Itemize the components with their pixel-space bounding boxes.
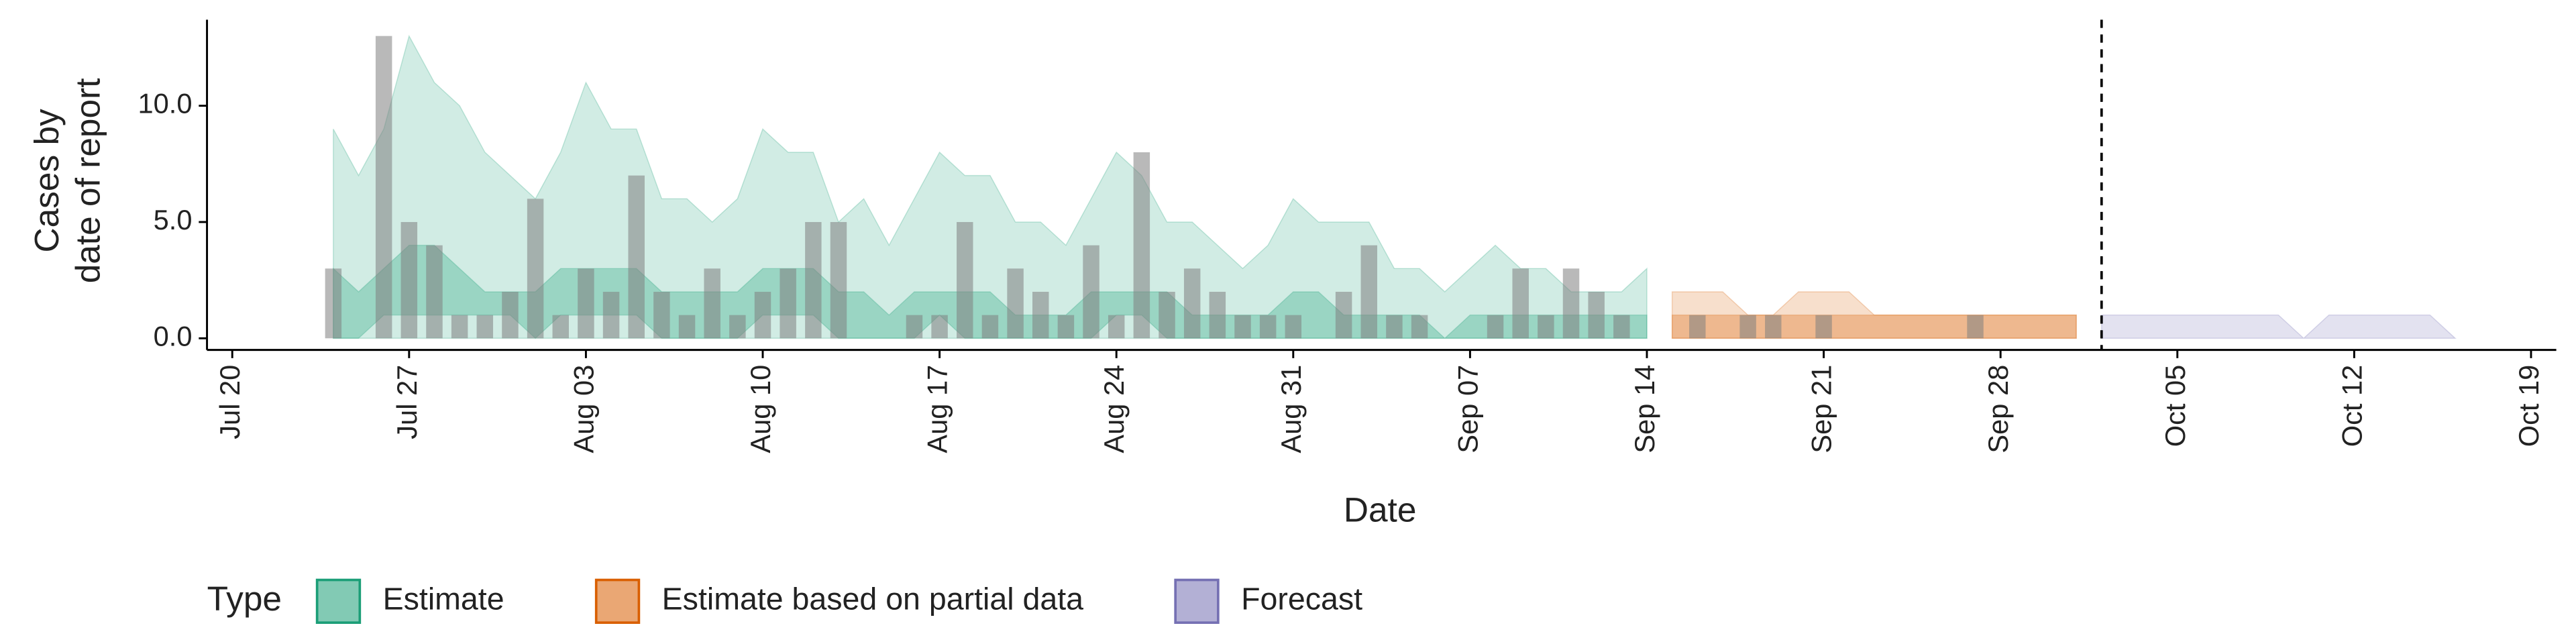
bar [1562, 268, 1580, 339]
x-tick-label: Aug 10 [745, 365, 776, 453]
y-tick-label: 10.0 [138, 88, 193, 119]
bar [1259, 315, 1277, 339]
y-axis-title: date of report [68, 78, 107, 283]
bar [805, 221, 822, 339]
bar [1689, 315, 1706, 339]
bar [502, 291, 519, 339]
bar [1032, 291, 1049, 339]
bar [1159, 291, 1175, 339]
bar [931, 315, 948, 339]
x-tick-label: Jul 20 [214, 365, 246, 439]
bar [1133, 152, 1150, 339]
bar [653, 291, 670, 339]
bar [628, 175, 645, 339]
x-tick-label: Aug 31 [1275, 365, 1307, 453]
bar [1335, 291, 1352, 339]
bar [1209, 291, 1226, 339]
bar [1386, 315, 1403, 339]
bar [1083, 245, 1099, 339]
bar [1007, 268, 1024, 339]
legend-label: Estimate [383, 582, 504, 616]
bar [1538, 315, 1554, 339]
y-tick-label: 0.0 [154, 320, 193, 352]
bar [578, 268, 594, 339]
x-tick-label: Sep 07 [1452, 365, 1483, 453]
bar [957, 221, 973, 339]
bar [1739, 315, 1756, 339]
bar [780, 268, 796, 339]
x-tick-label: Sep 14 [1629, 365, 1660, 453]
bar [830, 221, 847, 339]
bar [1487, 315, 1504, 339]
bar [1967, 315, 1984, 339]
bar [1108, 315, 1125, 339]
bar [1588, 291, 1605, 339]
bar [400, 221, 418, 339]
x-tick-label: Aug 17 [922, 365, 953, 453]
bar [704, 268, 720, 339]
bar [1360, 245, 1378, 339]
y-axis-title: Cases by [27, 109, 66, 253]
legend-key [1174, 578, 1220, 624]
bar [1765, 315, 1782, 339]
y-tick-label: 5.0 [154, 204, 193, 235]
bar [678, 315, 696, 339]
bar [754, 291, 771, 339]
bar [527, 199, 544, 339]
bar [476, 315, 494, 339]
bar [1057, 315, 1075, 339]
bar [906, 315, 923, 339]
x-tick-label: Oct 12 [2336, 365, 2367, 447]
bar [1613, 315, 1630, 339]
legend-key [594, 578, 641, 624]
legend-title: Type [207, 579, 282, 618]
bar [426, 245, 443, 339]
ribbon [2101, 314, 2457, 339]
x-axis-title: Date [1344, 490, 1417, 529]
bar [1183, 268, 1201, 339]
bar [1815, 315, 1832, 339]
bar [375, 36, 392, 339]
bar [1411, 315, 1428, 339]
x-tick-label: Sep 28 [1982, 365, 2014, 453]
bar [451, 315, 468, 339]
x-tick-label: Sep 21 [1806, 365, 1837, 453]
legend-label: Forecast [1241, 582, 1362, 616]
legend-label: Estimate based on partial data [662, 582, 1083, 616]
ribbon [333, 34, 1648, 339]
x-tick-label: Oct 05 [2159, 365, 2191, 447]
bar [981, 315, 999, 339]
x-tick-label: Aug 24 [1098, 365, 1130, 453]
ribbon [1671, 314, 2077, 339]
bar [602, 291, 620, 339]
x-tick-label: Aug 03 [568, 365, 599, 453]
x-tick-label: Oct 19 [2513, 365, 2544, 447]
bar [1285, 315, 1302, 339]
bar [1512, 268, 1529, 339]
bar [552, 315, 569, 339]
bar [729, 315, 746, 339]
bar [325, 268, 342, 339]
legend-key [315, 578, 362, 624]
x-tick-label: Jul 27 [391, 365, 423, 439]
bar [1234, 315, 1251, 339]
